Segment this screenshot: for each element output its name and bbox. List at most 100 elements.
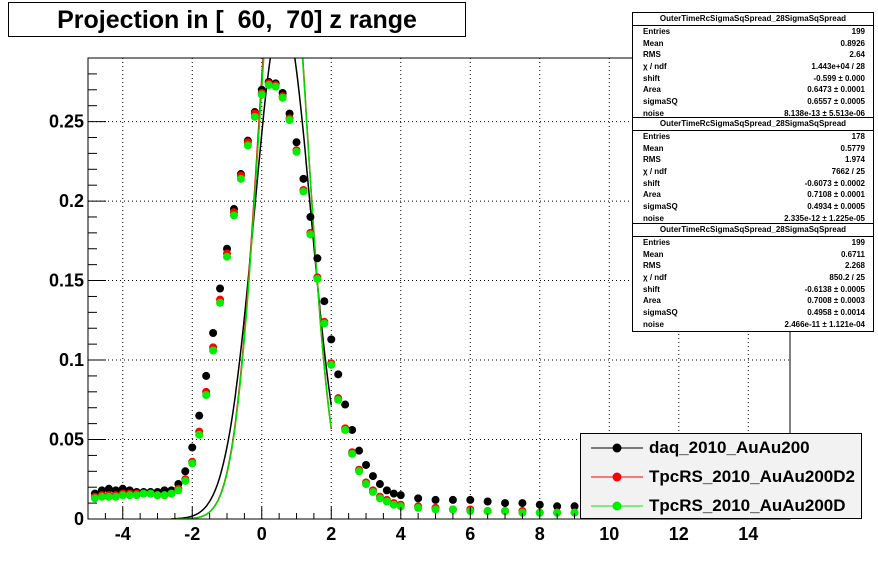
data-point [195,411,204,420]
data-point [271,82,280,91]
stats-value: -0.6073 ± 0.0002 [804,178,865,188]
data-point [181,476,190,485]
stats-value: 0.7108 ± 0.0001 [807,190,865,200]
data-point [202,391,211,400]
data-point [313,274,322,283]
data-point [250,112,259,121]
x-tick-label: 4 [396,524,406,544]
y-tick-label: 0 [74,509,84,529]
data-point [448,495,457,504]
data-point [216,298,225,307]
data-point [327,335,336,344]
data-point [466,495,475,504]
stats-row: shift -0.6073 ± 0.0002 [633,178,873,190]
stats-row: sigmaSQ 0.6557 ± 0.0005 [633,96,873,108]
chart-title: Projection in [ 60, 70] z range [57,6,417,34]
stats-label: noise [643,108,664,118]
stats-label: χ / ndf [643,273,667,283]
stats-value: 2.64 [849,50,865,60]
data-point [146,489,155,498]
data-point [223,252,232,261]
data-point [431,505,440,514]
x-tick-label: 2 [326,524,336,544]
y-tick-label: 0.05 [49,430,84,450]
stats-row: sigmaSQ 0.4934 ± 0.0005 [633,201,873,213]
stats-label: RMS [643,50,661,60]
data-point [368,487,377,496]
data-point [518,508,527,517]
data-point [104,484,113,493]
stats-value: 199 [851,27,865,36]
stats-row: shift -0.6138 ± 0.0005 [633,284,873,296]
stats-row: noise 2.466e-11 ± 1.121e-04 [633,319,873,331]
legend-marker-red-icon [591,472,643,482]
stats-label: χ / ndf [643,62,667,72]
data-point [188,459,197,468]
legend-entry-tpcrs-d: TpcRS_2010_AuAu200D [581,492,861,520]
legend-label: TpcRS_2010_AuAu200D [649,496,846,515]
data-point [553,508,562,517]
data-point [320,297,329,306]
stats-label: shift [643,73,660,83]
data-point [362,480,371,489]
stats-row: Entries 199 [633,26,873,38]
data-point [501,507,510,516]
stats-value: 178 [851,132,865,141]
data-point [341,425,350,434]
data-point [118,491,127,500]
stats-label: Entries [643,132,671,141]
stats-label: Mean [643,38,664,48]
data-point [313,254,322,263]
data-point [229,211,238,220]
data-point [292,138,301,147]
data-point [431,495,440,504]
stats-value: 0.5779 [840,143,865,153]
stats-row: Area 0.6473 ± 0.0001 [633,84,873,96]
data-point [111,492,120,501]
stats-value: 1.443e+04 / 28 [811,62,865,72]
data-point [299,187,308,196]
stats-label: shift [643,178,660,188]
stats-value: 199 [851,238,865,247]
stats-label: RMS [643,155,661,165]
x-tick-label: 0 [257,524,267,544]
data-point [285,115,294,124]
data-point [355,446,364,455]
stats-box: OuterTimeRcSigmaSqSpread_28SigmaSqSpread… [632,12,874,121]
data-point [553,502,562,511]
stats-label: shift [643,284,660,294]
data-point [216,284,225,293]
x-tick-label: 6 [465,524,475,544]
stats-title: OuterTimeRcSigmaSqSpread_28SigmaSqSpread [633,224,873,237]
data-point [97,492,106,501]
data-point [382,486,391,495]
data-point [320,319,329,328]
data-point [382,497,391,506]
stats-label: Area [643,190,661,200]
stats-row: shift -0.599 ± 0.000 [633,73,873,85]
stats-label: Area [643,296,661,306]
stats-row: sigmaSQ 0.4958 ± 0.0014 [633,307,873,319]
legend-marker-green-icon [591,501,643,511]
data-point [188,443,197,452]
stats-row: χ / ndf 1.443e+04 / 28 [633,61,873,73]
stats-label: noise [643,213,664,223]
legend: daq_2010_AuAu200 TpcRS_2010_AuAu200D2 Tp… [580,433,862,519]
stats-value: 0.8926 [840,38,865,48]
stats-title: OuterTimeRcSigmaSqSpread_28SigmaSqSpread [633,13,873,26]
data-point [132,491,141,500]
stats-value: -0.599 ± 0.000 [813,73,865,83]
y-tick-label: 0.15 [49,271,84,291]
stats-value: -0.6138 ± 0.0005 [804,284,865,294]
data-point [483,497,492,506]
data-point [174,486,183,495]
stats-value: 7662 / 25 [831,167,865,177]
stats-label: sigmaSQ [643,308,678,318]
data-point [483,507,492,516]
data-point [334,395,343,404]
stats-value: 0.7008 ± 0.0003 [807,296,865,306]
data-point [153,491,162,500]
stats-label: Mean [643,143,664,153]
data-point [334,370,343,379]
data-point [341,400,350,409]
